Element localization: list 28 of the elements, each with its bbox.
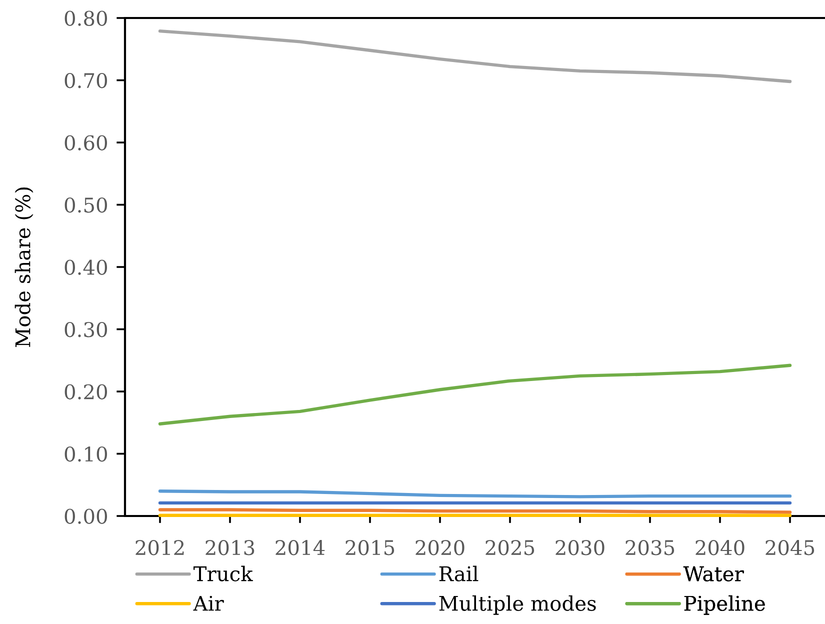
x-tick-label: 2035: [626, 540, 674, 556]
legend-label: Rail: [439, 566, 478, 582]
x-tick-label: 2013: [206, 540, 254, 556]
x-tick-label: 2040: [696, 540, 744, 556]
x-tick-label: 2014: [276, 540, 325, 556]
y-axis-title: Mode share (%): [14, 188, 34, 348]
y-tick-label: 0.30: [64, 322, 107, 338]
legend-label: Pipeline: [684, 595, 765, 615]
x-tick-label: 2045: [766, 540, 814, 556]
x-tick-label: 2015: [346, 540, 394, 556]
y-tick-label: 0.10: [64, 446, 107, 462]
line-series: [158, 364, 792, 426]
y-tick-label: 0.40: [64, 260, 107, 275]
y-tick-label: 0.80: [64, 10, 107, 26]
x-tick-label: 2020: [416, 540, 464, 556]
y-tick-label: 0.00: [64, 508, 107, 524]
x-tick-label: 2012: [136, 540, 184, 556]
y-tick-label: 0.20: [64, 384, 107, 400]
legend-label: Air: [193, 596, 224, 611]
y-tick-label: 0.60: [64, 135, 107, 150]
x-tick-label: 2030: [556, 540, 604, 556]
legend-label: Water: [683, 566, 744, 582]
legend-label: Truck: [193, 566, 253, 582]
legend-label: Multiple modes: [439, 595, 596, 615]
x-tick-label: 2025: [486, 540, 534, 556]
line-series: [158, 29, 792, 84]
y-tick-label: 0.50: [64, 197, 107, 213]
y-tick-label: 0.70: [64, 72, 107, 88]
